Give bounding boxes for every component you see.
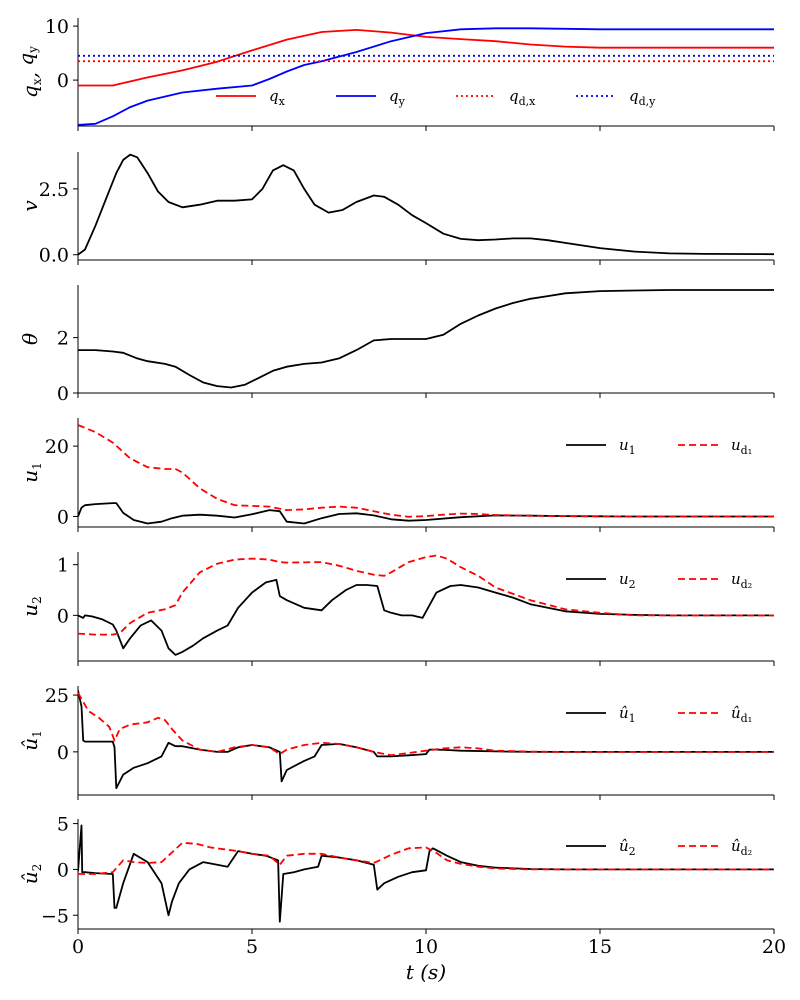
x-axis-label: t (s) bbox=[406, 960, 446, 984]
panel-2: 0.0 2.5v bbox=[18, 152, 775, 267]
y-tick-label: 1 bbox=[57, 555, 69, 577]
y-axis-label: û2 bbox=[18, 864, 44, 885]
series-line-u1 bbox=[78, 502, 774, 525]
legend-label: ûd₁ bbox=[731, 704, 752, 725]
series-line-2 bbox=[78, 824, 774, 923]
series-line-u2 bbox=[78, 579, 774, 656]
y-axis-label: qx, qy bbox=[14, 46, 44, 98]
y-tick-label: 25 bbox=[45, 685, 69, 707]
x-tick-label: 15 bbox=[588, 936, 612, 958]
y-tick-label: 0 bbox=[57, 383, 69, 405]
legend-label: û1 bbox=[619, 704, 636, 725]
legend-label: ûd₂ bbox=[731, 837, 752, 858]
legend-label: ud₁ bbox=[731, 436, 752, 457]
series-line-qx bbox=[78, 29, 774, 87]
series-line-d1 bbox=[78, 692, 774, 757]
legend-label: ud₂ bbox=[731, 570, 752, 591]
legend-label: qy bbox=[389, 87, 406, 108]
series-line-qy bbox=[78, 27, 774, 126]
series-line-ud1 bbox=[78, 424, 774, 518]
y-tick-label: 0 bbox=[57, 859, 69, 881]
x-tick-label: 5 bbox=[246, 936, 258, 958]
series-line-main bbox=[78, 289, 774, 389]
y-axis-label: v bbox=[18, 200, 42, 212]
legend-label: u1 bbox=[619, 436, 636, 457]
y-axis-label: û1 bbox=[18, 730, 44, 751]
x-tick-label: 20 bbox=[762, 936, 786, 958]
panel-6: 0 25 û1 û1 ûd₁ bbox=[18, 685, 775, 800]
y-tick-label: 2.5 bbox=[39, 179, 69, 201]
y-tick-label: 5 bbox=[57, 814, 69, 836]
y-tick-label: 2 bbox=[57, 328, 69, 350]
series-line-1 bbox=[78, 690, 774, 790]
y-tick-label: 0 bbox=[57, 605, 69, 627]
panel-3: 0 2 θ bbox=[18, 285, 775, 405]
y-axis-label: u2 bbox=[18, 596, 44, 617]
x-tick-label: 10 bbox=[414, 936, 438, 958]
y-tick-label: 10 bbox=[45, 16, 69, 38]
series-line-ud2 bbox=[78, 554, 774, 636]
legend-label: û2 bbox=[619, 837, 636, 858]
x-tick-label: 0 bbox=[72, 936, 84, 958]
y-tick-label: 0 bbox=[57, 742, 69, 764]
y-tick-label: 20 bbox=[45, 436, 69, 458]
y-tick-label: −5 bbox=[41, 905, 69, 927]
legend-label: qd,y bbox=[629, 87, 656, 108]
y-axis-label: θ bbox=[18, 333, 42, 345]
legend-label: u2 bbox=[619, 570, 636, 591]
y-tick-label: 0 bbox=[57, 506, 69, 528]
y-tick-label: 0 bbox=[57, 70, 69, 92]
legend-label: qx bbox=[269, 87, 286, 108]
y-axis-label: u1 bbox=[18, 462, 44, 483]
legend-label: qd,x bbox=[509, 87, 536, 108]
panel-5: 0 1 u2 u2 ud₂ bbox=[18, 552, 775, 666]
y-tick-label: 0.0 bbox=[39, 245, 69, 267]
series-line-main bbox=[78, 153, 774, 256]
series-line-d2 bbox=[78, 841, 774, 875]
